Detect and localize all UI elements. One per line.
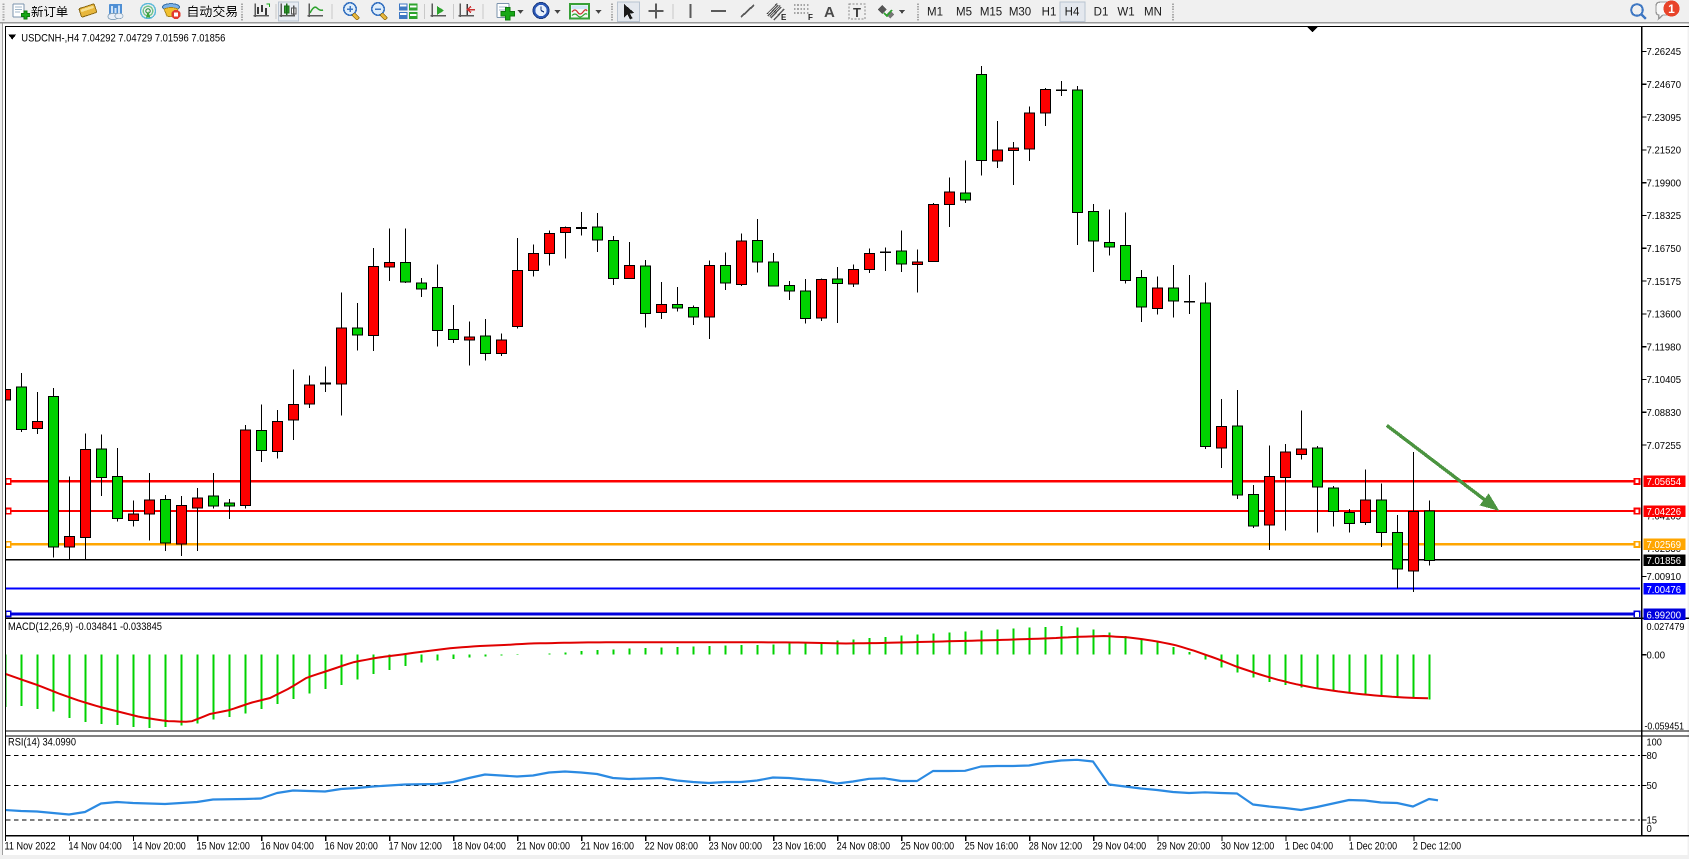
svg-text:RSI(14) 34.0990: RSI(14) 34.0990 [8, 737, 76, 749]
svg-text:25 Nov 16:00: 25 Nov 16:00 [965, 840, 1018, 852]
svg-text:F: F [808, 13, 813, 22]
svg-text:29 Nov 04:00: 29 Nov 04:00 [1093, 840, 1146, 852]
svg-text:21 Nov 00:00: 21 Nov 00:00 [517, 840, 570, 852]
svg-text:7.00910: 7.00910 [1647, 572, 1682, 583]
svg-text:25 Nov 00:00: 25 Nov 00:00 [901, 840, 954, 852]
svg-text:28 Nov 12:00: 28 Nov 12:00 [1029, 840, 1082, 852]
svg-text:7.13600: 7.13600 [1647, 310, 1682, 321]
svg-text:D1: D1 [1094, 7, 1109, 19]
svg-text:1: 1 [1668, 2, 1675, 16]
svg-text:7.04226: 7.04226 [1647, 507, 1682, 518]
svg-text:A: A [824, 4, 835, 21]
svg-text:16 Nov 04:00: 16 Nov 04:00 [261, 840, 314, 852]
svg-text:23 Nov 00:00: 23 Nov 00:00 [709, 840, 762, 852]
svg-text:24 Nov 08:00: 24 Nov 08:00 [837, 840, 890, 852]
svg-text:21 Nov 16:00: 21 Nov 16:00 [581, 840, 634, 852]
svg-text:7.18325: 7.18325 [1647, 211, 1682, 222]
svg-text:7.16750: 7.16750 [1647, 244, 1682, 255]
svg-text:0: 0 [1647, 824, 1653, 835]
svg-text:T: T [853, 5, 861, 20]
svg-text:100: 100 [1647, 737, 1662, 748]
svg-text:M30: M30 [1009, 7, 1031, 19]
svg-text:14 Nov 04:00: 14 Nov 04:00 [69, 840, 122, 852]
svg-text:M15: M15 [980, 7, 1002, 19]
svg-text:7.24670: 7.24670 [1647, 80, 1682, 91]
svg-text:0.027479: 0.027479 [1647, 622, 1685, 633]
svg-text:50: 50 [1647, 781, 1658, 792]
svg-text:MACD(12,26,9) -0.034841 -0.033: MACD(12,26,9) -0.034841 -0.033845 [8, 621, 162, 633]
svg-text:7.21520: 7.21520 [1647, 146, 1682, 157]
svg-text:7.10405: 7.10405 [1647, 375, 1682, 386]
svg-text:E: E [781, 13, 787, 22]
svg-text:6.99200: 6.99200 [1647, 610, 1682, 621]
svg-text:80: 80 [1647, 751, 1658, 762]
svg-text:-0.059451: -0.059451 [1645, 721, 1685, 732]
svg-text:H4: H4 [1065, 7, 1080, 19]
svg-text:7.05654: 7.05654 [1647, 477, 1682, 488]
svg-text:15: 15 [1647, 816, 1658, 827]
svg-text:7.07255: 7.07255 [1647, 441, 1682, 452]
svg-text:14 Nov 20:00: 14 Nov 20:00 [133, 840, 186, 852]
svg-text:7.11980: 7.11980 [1647, 342, 1682, 353]
svg-text:7.19900: 7.19900 [1647, 178, 1682, 189]
svg-text:W1: W1 [1117, 7, 1134, 19]
svg-text:7.23095: 7.23095 [1647, 113, 1682, 124]
svg-text:7.08830: 7.08830 [1647, 408, 1682, 419]
svg-text:11 Nov 2022: 11 Nov 2022 [5, 840, 56, 852]
svg-text:1 Dec 20:00: 1 Dec 20:00 [1349, 840, 1397, 852]
svg-text:30 Nov 12:00: 30 Nov 12:00 [1221, 840, 1274, 852]
svg-text:29 Nov 20:00: 29 Nov 20:00 [1157, 840, 1210, 852]
svg-text:0.00: 0.00 [1647, 651, 1666, 662]
svg-text:7.02569: 7.02569 [1647, 540, 1682, 551]
svg-text:15 Nov 12:00: 15 Nov 12:00 [197, 840, 250, 852]
svg-text:7.26245: 7.26245 [1647, 47, 1682, 58]
svg-text:M1: M1 [927, 7, 943, 19]
svg-text:7.15175: 7.15175 [1647, 277, 1682, 288]
svg-text:7.00476: 7.00476 [1647, 585, 1682, 596]
svg-text:16 Nov 20:00: 16 Nov 20:00 [325, 840, 378, 852]
svg-text:2 Dec 12:00: 2 Dec 12:00 [1413, 840, 1461, 852]
svg-text:18 Nov 04:00: 18 Nov 04:00 [453, 840, 506, 852]
svg-text:7.01856: 7.01856 [1647, 556, 1682, 567]
svg-text:USDCNH-,H4 7.04292 7.04729 7.: USDCNH-,H4 7.04292 7.04729 7.01596 7.018… [21, 32, 225, 44]
svg-text:1 Dec 04:00: 1 Dec 04:00 [1285, 840, 1333, 852]
svg-text:H1: H1 [1042, 7, 1057, 19]
svg-text:M5: M5 [956, 7, 972, 19]
svg-text:22 Nov 08:00: 22 Nov 08:00 [645, 840, 698, 852]
svg-text:23 Nov 16:00: 23 Nov 16:00 [773, 840, 826, 852]
svg-text:17 Nov 12:00: 17 Nov 12:00 [389, 840, 442, 852]
svg-text:MN: MN [1144, 7, 1162, 19]
svg-text:7.04105: 7.04105 [1647, 512, 1682, 523]
